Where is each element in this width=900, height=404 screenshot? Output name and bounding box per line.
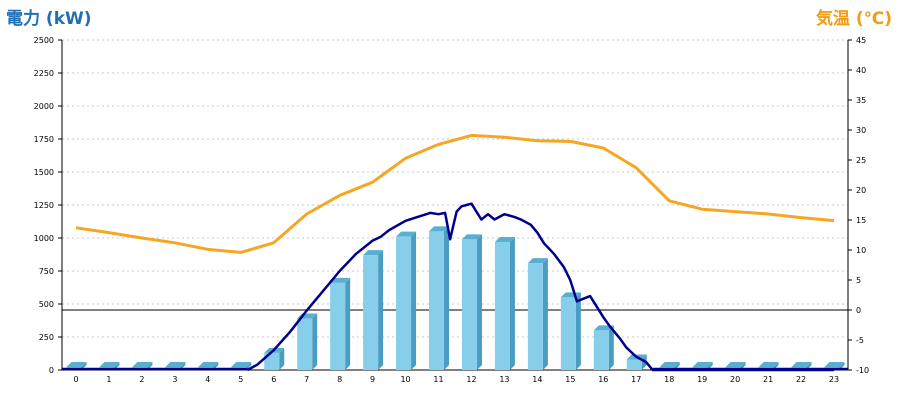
bar-top-18 [659, 362, 680, 367]
bar-10 [396, 236, 412, 370]
right-tick-label-3: 5 [856, 276, 861, 285]
x-tick-label-3: 3 [172, 375, 177, 384]
right-axis-title: 気温 (℃) [815, 9, 892, 29]
x-tick-label-15: 15 [565, 375, 575, 384]
right-tick-label-11: 45 [856, 36, 866, 45]
bar-top-20 [725, 362, 746, 367]
bar-8 [330, 282, 346, 370]
bar-top-14 [527, 258, 548, 264]
x-tick-label-23: 23 [829, 375, 839, 384]
bar-side-10 [411, 231, 417, 370]
left-tick-label-0: 0 [49, 366, 54, 375]
bar-14 [527, 263, 543, 370]
x-tick-label-2: 2 [139, 375, 144, 384]
right-tick-label-0: -10 [856, 366, 869, 375]
bar-top-3 [165, 362, 186, 367]
bar-top-4 [198, 362, 219, 367]
bar-9 [363, 255, 379, 370]
right-tick-label-8: 30 [856, 126, 866, 135]
series-line-0 [246, 202, 834, 372]
bar-side-7 [312, 313, 318, 370]
bar-6 [264, 352, 280, 370]
x-tick-label-17: 17 [631, 375, 641, 384]
right-tick-label-2: 0 [856, 306, 861, 315]
right-tick-label-4: 10 [856, 246, 866, 255]
left-tick-label-5: 1250 [34, 201, 54, 210]
bar-side-14 [542, 258, 548, 370]
x-tick-label-20: 20 [730, 375, 740, 384]
right-tick-label-10: 40 [856, 66, 866, 75]
bar-15 [560, 297, 576, 370]
x-tick-label-8: 8 [337, 375, 342, 384]
left-tick-label-9: 2250 [34, 69, 54, 78]
x-tick-label-10: 10 [400, 375, 410, 384]
x-tick-label-9: 9 [370, 375, 375, 384]
bar-11 [429, 231, 445, 370]
bar-top-1 [99, 362, 120, 367]
bar-side-8 [345, 277, 351, 370]
bar-top-19 [692, 362, 713, 367]
bar-top-10 [396, 231, 417, 237]
bar-7 [297, 318, 313, 370]
bar-top-21 [758, 362, 779, 367]
bar-top-22 [791, 362, 812, 367]
series-line-1 [75, 133, 835, 254]
x-tick-label-0: 0 [73, 375, 78, 384]
x-tick-label-19: 19 [697, 375, 707, 384]
bar-side-15 [575, 292, 581, 370]
bar-13 [494, 241, 510, 370]
bar-top-11 [429, 226, 450, 232]
bar-12 [461, 239, 477, 370]
bar-top-5 [231, 362, 252, 367]
bar-side-11 [444, 226, 450, 370]
x-tick-label-12: 12 [466, 375, 476, 384]
x-tick-label-22: 22 [796, 375, 806, 384]
bar-side-6 [279, 347, 285, 370]
bar-top-13 [494, 236, 515, 242]
left-tick-label-8: 2000 [34, 102, 54, 111]
bar-side-5 [246, 362, 252, 370]
left-tick-label-1: 250 [39, 333, 54, 342]
bar-side-12 [476, 234, 482, 370]
x-tick-label-6: 6 [271, 375, 276, 384]
x-tick-label-11: 11 [433, 375, 443, 384]
bar-top-12 [461, 234, 482, 240]
bar-top-2 [132, 362, 153, 367]
left-tick-label-4: 1000 [34, 234, 54, 243]
x-tick-label-14: 14 [532, 375, 542, 384]
left-tick-label-7: 1750 [34, 135, 54, 144]
bar-top-9 [363, 250, 384, 256]
left-axis-title: 電力 (kW) [6, 9, 92, 29]
x-tick-label-18: 18 [664, 375, 674, 384]
right-tick-label-9: 35 [856, 96, 866, 105]
bar-top-23 [824, 362, 845, 367]
x-tick-label-1: 1 [106, 375, 111, 384]
x-tick-label-4: 4 [205, 375, 210, 384]
bar-top-0 [66, 362, 87, 367]
bar-17 [626, 359, 642, 370]
left-tick-label-2: 500 [39, 300, 54, 309]
left-tick-label-10: 2500 [34, 36, 54, 45]
bar-side-9 [378, 250, 384, 370]
x-tick-label-5: 5 [238, 375, 243, 384]
bar-side-16 [608, 325, 614, 370]
left-tick-label-6: 1500 [34, 168, 54, 177]
bar-top-8 [330, 277, 351, 283]
x-tick-label-7: 7 [304, 375, 309, 384]
right-tick-label-7: 25 [856, 156, 866, 165]
x-tick-label-13: 13 [499, 375, 509, 384]
right-tick-label-6: 20 [856, 186, 866, 195]
x-tick-label-16: 16 [598, 375, 608, 384]
x-tick-label-21: 21 [763, 375, 773, 384]
right-tick-label-1: -5 [856, 336, 864, 345]
right-tick-label-5: 15 [856, 216, 866, 225]
left-tick-label-3: 750 [39, 267, 54, 276]
bar-16 [593, 330, 609, 370]
bar-side-13 [509, 236, 515, 370]
